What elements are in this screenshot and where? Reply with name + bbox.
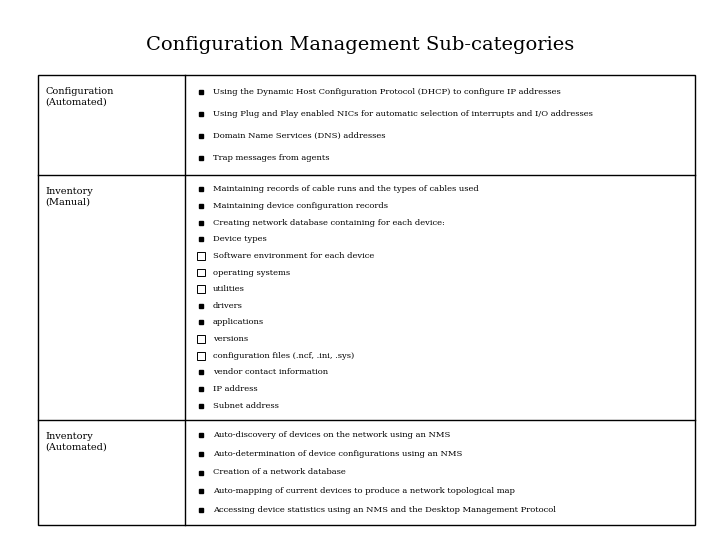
Bar <box>197 352 205 360</box>
Text: operating systems: operating systems <box>213 268 290 276</box>
Text: IP address: IP address <box>213 385 258 393</box>
Text: Inventory
(Manual): Inventory (Manual) <box>45 187 93 206</box>
Bar <box>197 285 205 293</box>
Text: configuration files (.ncf, .ini, .sys): configuration files (.ncf, .ini, .sys) <box>213 352 354 360</box>
Text: Creation of a network database: Creation of a network database <box>213 469 346 476</box>
Text: versions: versions <box>213 335 248 343</box>
Text: Software environment for each device: Software environment for each device <box>213 252 374 260</box>
Text: Configuration Management Sub-categories: Configuration Management Sub-categories <box>146 36 574 54</box>
Text: Device types: Device types <box>213 235 266 243</box>
Text: Using Plug and Play enabled NICs for automatic selection of interrupts and I/O a: Using Plug and Play enabled NICs for aut… <box>213 110 593 118</box>
Text: Auto-mapping of current devices to produce a network topological map: Auto-mapping of current devices to produ… <box>213 487 515 495</box>
Text: Configuration
(Automated): Configuration (Automated) <box>45 87 113 106</box>
Text: drivers: drivers <box>213 302 243 310</box>
Text: Trap messages from agents: Trap messages from agents <box>213 154 330 162</box>
Text: Auto-discovery of devices on the network using an NMS: Auto-discovery of devices on the network… <box>213 431 451 440</box>
Bar <box>197 269 205 276</box>
Text: applications: applications <box>213 319 264 327</box>
Text: Maintaining records of cable runs and the types of cables used: Maintaining records of cable runs and th… <box>213 185 479 193</box>
Text: Creating network database containing for each device:: Creating network database containing for… <box>213 219 445 227</box>
Bar <box>197 252 205 260</box>
Bar <box>38 75 695 525</box>
Text: vendor contact information: vendor contact information <box>213 368 328 376</box>
Text: Maintaining device configuration records: Maintaining device configuration records <box>213 202 388 210</box>
Bar <box>197 335 205 343</box>
Text: utilities: utilities <box>213 285 245 293</box>
Text: Accessing device statistics using an NMS and the Desktop Management Protocol: Accessing device statistics using an NMS… <box>213 505 556 514</box>
Text: Auto-determination of device configurations using an NMS: Auto-determination of device configurati… <box>213 450 462 458</box>
Text: Inventory
(Automated): Inventory (Automated) <box>45 432 107 451</box>
Text: Subnet address: Subnet address <box>213 402 279 410</box>
Text: Using the Dynamic Host Configuration Protocol (DHCP) to configure IP addresses: Using the Dynamic Host Configuration Pro… <box>213 88 561 96</box>
Text: Domain Name Services (DNS) addresses: Domain Name Services (DNS) addresses <box>213 132 385 140</box>
